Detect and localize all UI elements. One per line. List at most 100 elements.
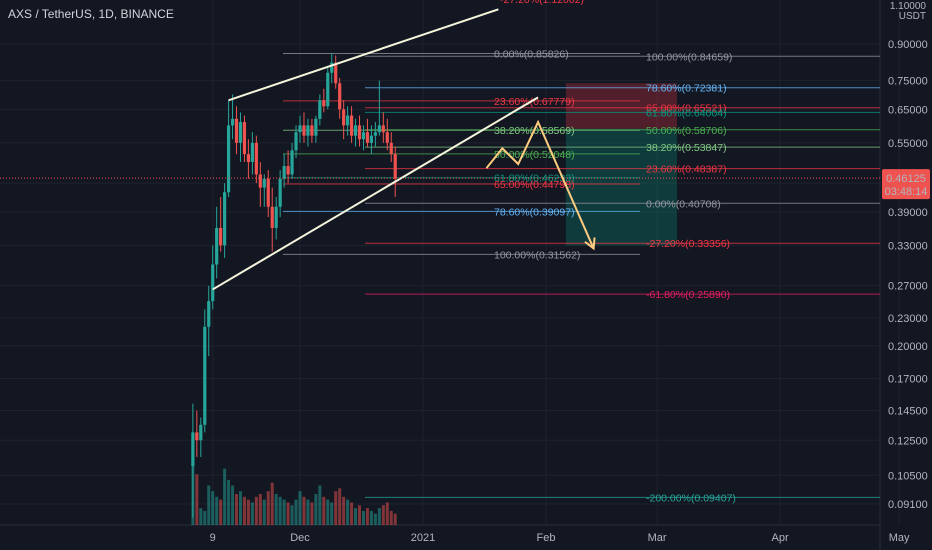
candle-body <box>310 125 314 136</box>
volume-bar <box>211 491 215 525</box>
volume-bar <box>294 499 298 525</box>
price-axis-label: 0.33000 <box>888 240 928 252</box>
fib-1-level-label: 23.60%(0.67779) <box>494 96 575 108</box>
price-axis-label: 0.17000 <box>888 374 928 386</box>
fib-2-level-label: 65.00%(0.65521) <box>646 103 727 115</box>
volume-bar <box>254 496 258 525</box>
volume-bar <box>242 496 246 525</box>
volume-bar <box>282 499 286 525</box>
wedge-upper-line <box>228 8 499 102</box>
candle-body <box>346 115 350 126</box>
time-axis-label: May <box>889 532 910 544</box>
volume-bar <box>227 479 231 525</box>
projection-arrow-head <box>584 237 596 251</box>
volume-bar <box>361 510 365 525</box>
candle-body <box>203 326 207 425</box>
candle-body <box>195 432 199 441</box>
volume-bar <box>373 513 377 525</box>
volume-bar <box>314 494 318 525</box>
volume-bar <box>358 505 362 525</box>
candle-body <box>290 150 294 175</box>
stop-loss-zone <box>565 83 677 129</box>
candle-body <box>322 100 326 107</box>
volume-bar <box>393 513 397 525</box>
price-axis-label: 0.90000 <box>888 39 928 51</box>
volume-bar <box>365 508 369 525</box>
fib-2-level-label: 23.60%(0.48387) <box>646 164 727 176</box>
volume-bar <box>354 508 358 525</box>
candle-body <box>338 83 342 110</box>
volume-bar <box>389 510 393 525</box>
price-axis-label: 0.23000 <box>888 313 928 325</box>
volume-bar <box>219 499 223 525</box>
candle-body <box>361 132 366 140</box>
price-axis-label: 0.27000 <box>888 281 928 293</box>
price-tag-countdown: 03:48:14 <box>885 186 928 198</box>
volume-bar <box>207 485 211 525</box>
fib-2-level-label: 78.60%(0.72381) <box>646 83 727 95</box>
candle-body <box>286 166 290 175</box>
volume-bar <box>223 468 227 525</box>
fib-1-top-extension-label: -27.20%(1.12002) <box>500 0 584 6</box>
candle-body <box>266 178 270 207</box>
currency-label: USDT <box>898 11 926 22</box>
candle-body <box>353 125 358 136</box>
fib-2-level-label: 0.00%(0.40708) <box>646 198 721 210</box>
candle-body <box>246 154 251 162</box>
price-axis-label: 0.10500 <box>888 470 928 482</box>
price-scale-header[interactable]: 1.10000 USDT <box>890 2 926 22</box>
candle-body <box>298 125 302 133</box>
candle-body <box>234 118 239 143</box>
volume-bar <box>330 502 334 525</box>
candle-body <box>274 206 278 228</box>
candle-body <box>191 432 195 466</box>
volume-bar <box>199 508 203 525</box>
volume-bar <box>369 510 373 525</box>
candle-body <box>385 132 389 143</box>
volume-bar <box>290 505 294 525</box>
candle-body <box>282 166 286 179</box>
volume-bar <box>306 499 310 525</box>
volume-bar <box>310 502 314 525</box>
volume-bar <box>195 474 199 525</box>
candle-body <box>330 62 334 73</box>
volume-bar <box>338 488 342 525</box>
volume-bar <box>278 496 282 525</box>
scale-top-value: 1.10000 <box>889 1 926 12</box>
candle-body <box>377 125 381 133</box>
price-axis-label: 0.75000 <box>888 76 928 88</box>
candle-body <box>306 125 310 136</box>
candle-body <box>250 142 254 162</box>
fib-2-level-label: -61.80%(0.25890) <box>646 289 730 301</box>
volume-bar <box>203 510 207 525</box>
fib-2-level-label: 50.00%(0.58706) <box>646 125 727 137</box>
candle-body <box>369 135 374 143</box>
volume-bar <box>334 491 338 525</box>
price-tag-value: 0.46125 <box>886 173 926 185</box>
candle-body <box>238 122 243 143</box>
volume-bar <box>231 485 235 525</box>
time-axis-label: Apr <box>772 532 789 544</box>
candle-body <box>242 122 247 155</box>
volume-bar <box>270 482 274 525</box>
volume-bar <box>235 494 239 525</box>
volume-bar <box>302 496 306 525</box>
volume-bar <box>318 485 322 525</box>
volume-bar <box>381 505 385 525</box>
price-axis-label: 0.14500 <box>888 405 928 417</box>
volume-bar <box>385 502 389 525</box>
candle-body <box>393 154 397 179</box>
candle-body <box>207 301 211 327</box>
candle-body <box>334 62 338 84</box>
projection-path <box>485 119 595 249</box>
price-axis-label: 0.12500 <box>888 435 928 447</box>
volume-bar <box>238 491 242 525</box>
fib-1-level-label: 100.00%(0.31562) <box>494 249 580 261</box>
candle-body <box>326 72 330 107</box>
fib-2-level-label: -27.20%(0.33356) <box>646 238 730 250</box>
fib-2-level-label: 61.80%(0.64004) <box>646 107 727 119</box>
wedge-lower-line <box>212 96 539 291</box>
fib-1-level-label: 61.80%(0.46233) <box>494 173 575 185</box>
